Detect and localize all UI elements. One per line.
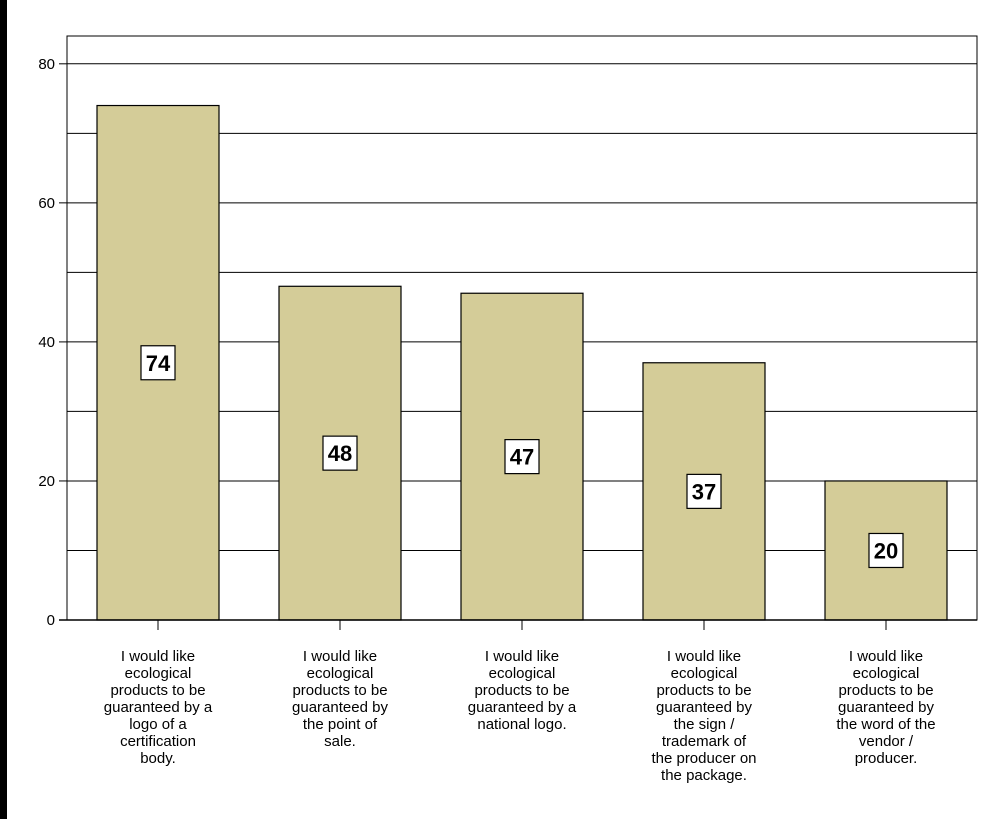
x-tick-label-3: I would like ecological products to be guar… (468, 648, 577, 733)
data-label-5: 20 (868, 532, 904, 569)
y-tick-label-60: 60 (38, 195, 55, 212)
y-tick-label-0: 0 (47, 612, 55, 629)
data-label-box-3 (504, 439, 540, 475)
y-axis: 0 20 40 60 80 (38, 56, 67, 629)
data-label-1: 74 (140, 345, 176, 381)
y-tick-label-40: 40 (38, 334, 55, 351)
x-axis: I would like ecological products to be guar… (104, 620, 936, 784)
x-tick-label-1: I would like ecological products to be guar… (104, 648, 213, 767)
data-label-box-2 (322, 435, 358, 471)
x-tick-label-4: I would like ecological products to be guar… (651, 648, 756, 784)
page-left-border (0, 0, 7, 819)
y-tick-label-80: 80 (38, 56, 55, 73)
data-label-box-1 (140, 345, 176, 381)
y-tick-label-20: 20 (38, 473, 55, 490)
data-label-text-2: 48 (328, 441, 352, 466)
data-label-box-5 (868, 532, 904, 569)
data-label-box-4 (686, 473, 722, 509)
data-labels: 74 48 47 37 20 (140, 345, 904, 569)
data-label-3: 47 (504, 439, 540, 475)
data-label-2: 48 (322, 435, 358, 471)
x-tick-label-5: I would like ecological products to be guar… (836, 648, 935, 767)
data-label-text-3: 47 (510, 445, 534, 470)
data-label-text-1: 74 (146, 351, 171, 376)
data-label-4: 37 (686, 473, 722, 509)
x-tick-label-2: I would like ecological products to be guar… (292, 648, 388, 750)
data-label-text-5: 20 (874, 538, 898, 563)
data-label-text-4: 37 (692, 479, 716, 504)
